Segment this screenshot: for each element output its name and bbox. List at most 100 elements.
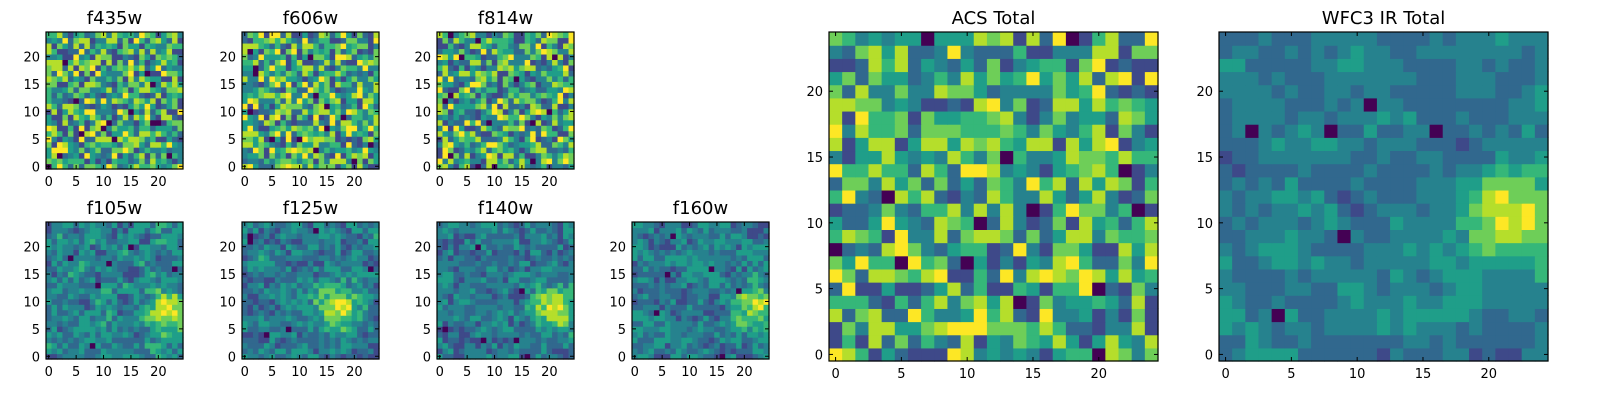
pixel: [313, 103, 320, 110]
pixel: [502, 141, 509, 148]
pixel: [346, 238, 353, 245]
pixel: [480, 37, 487, 44]
pixel: [247, 130, 254, 137]
pixel: [513, 53, 520, 60]
pixel: [329, 163, 336, 170]
pixel: [458, 103, 465, 110]
pixel: [291, 130, 298, 137]
pixel: [106, 353, 113, 360]
pixel: [480, 86, 487, 93]
pixel: [67, 276, 74, 283]
pixel: [340, 282, 347, 289]
pixel: [269, 64, 276, 71]
pixel: [100, 59, 107, 66]
pixel: [296, 243, 303, 250]
pixel: [725, 298, 732, 305]
pixel: [313, 152, 320, 159]
pixel: [324, 59, 331, 66]
pixel: [263, 147, 270, 154]
pixel: [442, 59, 449, 66]
pixel: [453, 48, 460, 55]
pixel: [285, 287, 292, 294]
pixel: [437, 70, 444, 77]
pixel: [497, 249, 504, 256]
pixel: [642, 265, 650, 272]
pixel: [285, 331, 292, 338]
pixel: [442, 141, 449, 148]
pixel: [894, 189, 909, 204]
pixel: [502, 222, 509, 229]
pixel: [357, 81, 364, 88]
pixel: [675, 222, 682, 229]
pixel: [89, 114, 96, 121]
pixel: [150, 152, 157, 159]
pixel: [280, 342, 287, 349]
pixel: [373, 293, 380, 300]
pixel: [530, 152, 537, 159]
pixel: [340, 342, 347, 349]
pixel: [881, 189, 896, 204]
pixel: [464, 326, 471, 333]
pixel: [960, 229, 975, 244]
pixel: [51, 348, 58, 355]
pixel: [546, 81, 553, 88]
pixel: [51, 315, 58, 322]
pixel: [172, 243, 179, 250]
pixel: [128, 114, 135, 121]
pixel: [128, 147, 135, 154]
pixel: [714, 232, 721, 240]
pixel: [1026, 229, 1041, 244]
pixel: [318, 53, 325, 60]
pixel: [541, 309, 548, 316]
pixel: [541, 238, 548, 245]
pixel: [513, 92, 520, 99]
pixel: [497, 260, 504, 267]
pixel: [464, 130, 471, 137]
pixel: [73, 108, 80, 115]
pixel: [907, 163, 922, 178]
pixel: [447, 315, 455, 322]
pixel: [1144, 229, 1159, 244]
pixel: [133, 260, 140, 267]
pixel: [177, 309, 184, 316]
pixel: [491, 298, 498, 305]
pixel: [692, 348, 699, 355]
pixel: [166, 158, 173, 165]
pixel: [535, 249, 542, 256]
pixel: [442, 119, 449, 126]
pixel: [117, 337, 124, 344]
pixel: [307, 331, 314, 338]
pixel: [106, 222, 113, 229]
pixel: [530, 348, 537, 355]
pixel: [1052, 242, 1067, 257]
pixel: [335, 136, 342, 143]
pixel: [166, 249, 173, 256]
pixel: [133, 53, 140, 60]
pixel: [280, 265, 287, 272]
pixel: [458, 97, 465, 104]
pixel: [128, 282, 135, 289]
pixel: [56, 309, 64, 316]
pixel: [313, 238, 320, 245]
pixel: [263, 59, 270, 66]
pixel: [155, 97, 162, 104]
pixel: [541, 320, 548, 327]
pixel: [758, 254, 765, 261]
pixel: [653, 238, 660, 245]
pixel: [535, 136, 542, 143]
pixel: [89, 304, 96, 311]
pixel: [280, 147, 287, 154]
pixel: [508, 141, 515, 148]
pixel: [1105, 282, 1120, 296]
pixel: [324, 298, 331, 305]
pixel: [177, 238, 184, 245]
pixel: [659, 287, 666, 294]
pixel: [89, 271, 96, 278]
pixel: [524, 147, 531, 154]
pixel: [675, 287, 682, 294]
pixel: [73, 130, 80, 137]
pixel: [1079, 163, 1093, 178]
pixel: [122, 271, 129, 278]
pixel: [144, 265, 151, 272]
